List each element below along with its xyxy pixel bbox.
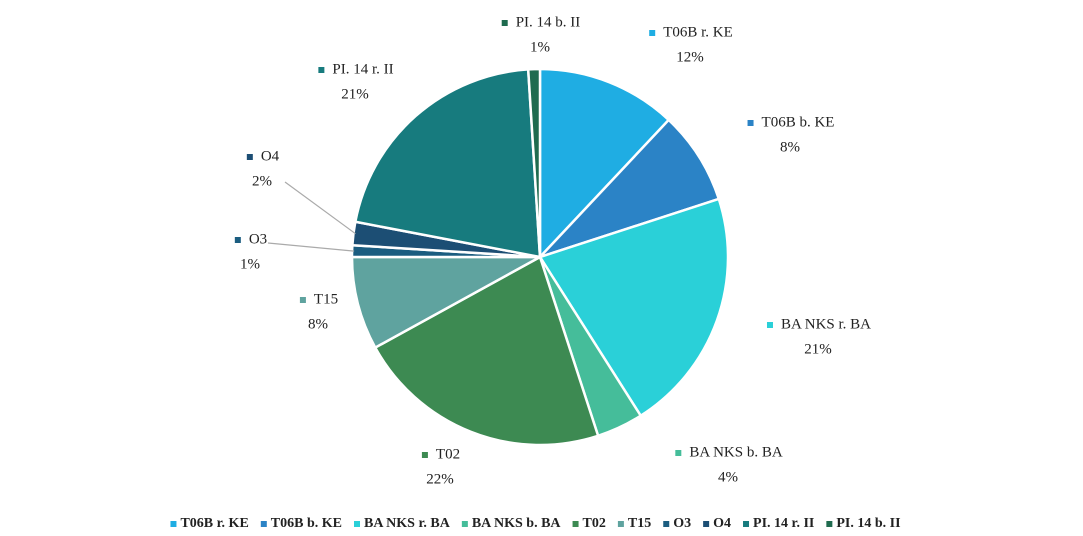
legend-marker	[572, 521, 579, 527]
legend-marker	[826, 521, 833, 527]
slice-value-label: 1%	[240, 256, 260, 272]
slice-label: O4	[261, 148, 280, 164]
pie-slice	[538, 197, 730, 418]
slice-value-label: 8%	[780, 139, 800, 155]
leader-line	[267, 242, 355, 252]
legend-label: T06B b. KE	[271, 516, 342, 531]
slice-value-label: 21%	[341, 86, 369, 102]
slice-label: PI. 14 b. II	[516, 14, 581, 30]
pie-slice	[353, 68, 542, 259]
legend-label: O4	[713, 516, 731, 531]
legend-label: O3	[673, 516, 691, 531]
legend-label: PI. 14 b. II	[836, 516, 900, 531]
slice-value-label: 21%	[804, 341, 832, 357]
label-marker	[675, 450, 682, 456]
pie-slice	[373, 255, 600, 447]
slice-value-label: 22%	[426, 471, 454, 487]
slice-label: BA NKS r. BA	[781, 316, 871, 332]
slice-value-label: 1%	[530, 39, 550, 55]
slice-label: T02	[436, 446, 460, 462]
legend-marker	[461, 521, 468, 527]
slice-value-label: 8%	[308, 316, 328, 332]
legend-marker	[617, 521, 624, 527]
pie-slice	[538, 67, 671, 261]
label-marker	[299, 297, 306, 303]
leader-line	[284, 181, 356, 235]
label-marker	[501, 20, 508, 26]
label-marker	[234, 237, 241, 243]
legend-label: BA NKS b. BA	[472, 516, 562, 531]
legend-marker	[663, 521, 670, 527]
slice-value-label: 2%	[252, 173, 272, 189]
label-marker	[747, 120, 754, 126]
label-marker	[649, 30, 656, 36]
legend-marker	[170, 521, 177, 527]
label-marker	[766, 322, 773, 328]
slice-label: T06B b. KE	[762, 114, 835, 130]
legend-label: T06B r. KE	[180, 516, 248, 531]
label-marker	[246, 154, 253, 160]
label-marker	[318, 67, 325, 73]
legend-marker	[743, 521, 750, 527]
legend-label: BA NKS r. BA	[364, 516, 451, 531]
slice-label: PI. 14 r. II	[332, 61, 393, 77]
legend-marker	[703, 521, 710, 527]
legend-marker	[354, 521, 361, 527]
slice-label: T15	[314, 291, 338, 307]
pie-slice	[539, 118, 721, 259]
slice-label: T06B r. KE	[663, 24, 733, 40]
slice-value-label: 4%	[718, 469, 738, 485]
legend-label: PI. 14 r. II	[753, 516, 814, 531]
slice-label: O3	[249, 231, 267, 247]
legend-label: T15	[628, 516, 651, 531]
legend-marker	[260, 521, 267, 527]
slice-value-label: 12%	[676, 49, 704, 65]
label-marker	[421, 452, 428, 458]
pie-slice	[350, 255, 541, 350]
legend-label: T02	[583, 516, 606, 531]
pie-slice	[526, 67, 542, 258]
slice-label: BA NKS b. BA	[689, 444, 783, 460]
